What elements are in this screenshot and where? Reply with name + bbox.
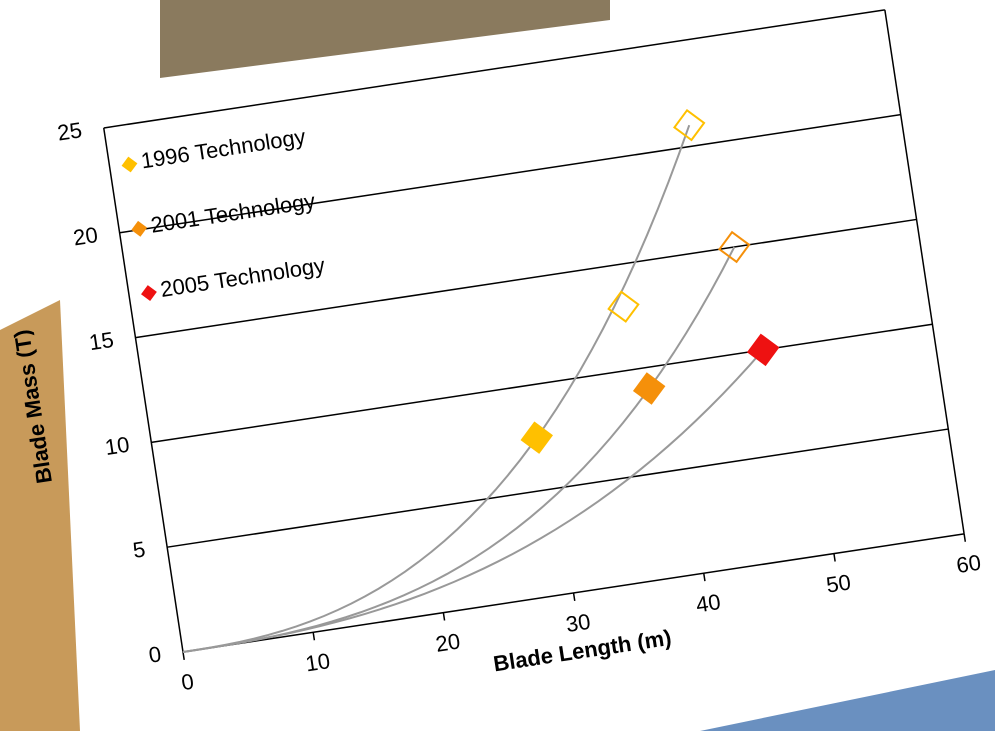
trend-curve <box>182 349 764 653</box>
x-tick-label: 50 <box>824 569 852 597</box>
y-tick-label: 15 <box>87 327 115 355</box>
grid-line <box>119 113 901 234</box>
marker <box>746 333 780 367</box>
grid-line <box>135 218 917 339</box>
y-tick-label: 5 <box>131 536 147 563</box>
y-tick-label: 0 <box>147 641 163 668</box>
x-tick <box>312 632 316 641</box>
x-tick-label: 10 <box>304 648 332 676</box>
legend-marker <box>141 285 157 301</box>
x-tick-label: 60 <box>955 550 983 578</box>
grid-line <box>151 323 933 444</box>
y-tick-label: 25 <box>56 117 84 145</box>
x-tick <box>182 651 185 661</box>
photo-bottom <box>700 670 995 731</box>
x-tick <box>963 533 967 542</box>
marker <box>632 372 666 405</box>
x-tick-label: 0 <box>180 669 196 696</box>
grid-line <box>103 9 885 129</box>
x-tick <box>442 612 446 621</box>
trend-curve <box>182 246 736 653</box>
y-tick-label: 10 <box>103 432 131 460</box>
x-tick-label: 40 <box>694 589 722 617</box>
marker <box>520 421 553 454</box>
marker <box>718 230 751 264</box>
photo-left <box>0 300 80 731</box>
right-border <box>884 9 965 534</box>
trend-curve <box>182 124 691 653</box>
legend-marker <box>121 156 138 173</box>
x-tick <box>703 573 706 582</box>
x-tick-label: 30 <box>564 609 592 637</box>
y-tick-label: 20 <box>72 222 100 250</box>
x-tick <box>833 553 836 562</box>
legend-label: 1996 Technology <box>139 124 307 174</box>
x-tick <box>572 592 576 601</box>
marker <box>607 290 640 323</box>
grid-line <box>167 428 949 548</box>
marker <box>673 108 706 142</box>
photo-top <box>160 0 610 78</box>
x-tick-label: 20 <box>434 628 462 656</box>
legend-label: 2005 Technology <box>159 252 327 302</box>
y-axis <box>103 127 184 653</box>
legend-marker <box>131 220 148 237</box>
legend-label: 2001 Technology <box>149 188 317 238</box>
